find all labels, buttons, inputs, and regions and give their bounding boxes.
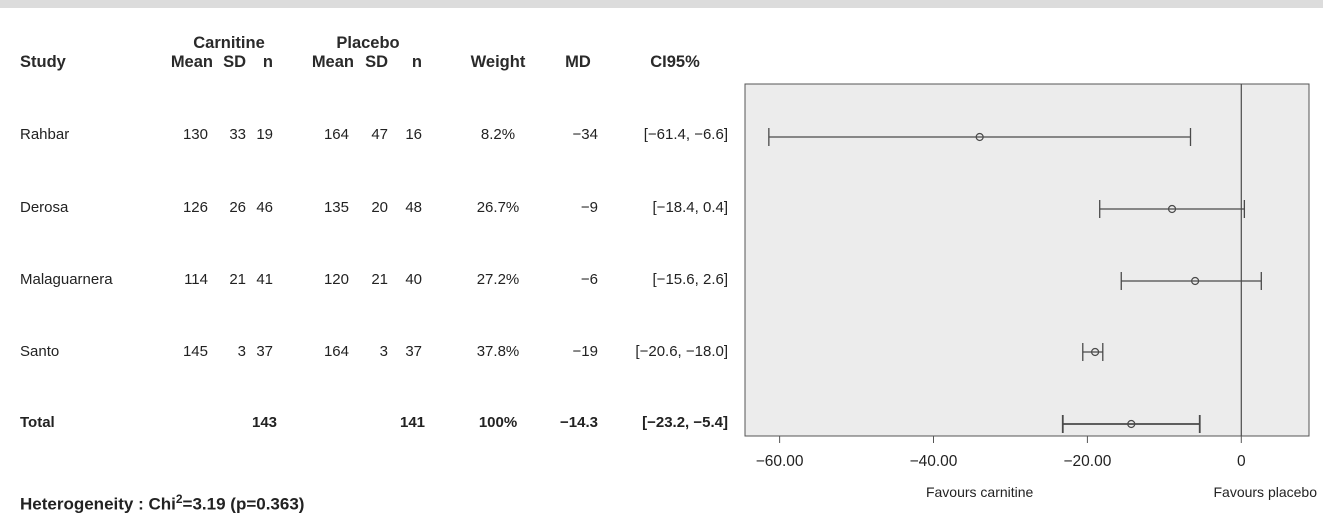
row-ci95: [−15.6, 2.6] <box>652 271 728 288</box>
header-carnitine-n: n <box>262 53 273 71</box>
total-placebo-n: 141 <box>400 414 426 431</box>
header-md: MD <box>565 53 591 71</box>
row-placebo-n: 37 <box>405 343 422 360</box>
row-weight: 37.8% <box>476 343 520 360</box>
x-tick-label: −40.00 <box>910 453 958 470</box>
row-placebo-mean: 164 <box>323 126 349 143</box>
header-placebo-n: n <box>411 53 422 71</box>
point-estimate <box>1127 419 1136 429</box>
row-placebo-n: 16 <box>405 126 422 143</box>
total-weight: 100% <box>478 414 518 431</box>
top-border <box>0 0 1323 8</box>
point-estimate <box>1191 276 1200 286</box>
row-study: Santo <box>20 343 60 360</box>
row-carnitine-n: 46 <box>256 199 273 216</box>
plot-panel <box>744 83 1310 437</box>
row-study: Rahbar <box>20 126 70 143</box>
row-placebo-n: 48 <box>405 199 422 216</box>
row-ci95: [−61.4, −6.6] <box>643 126 728 143</box>
x-tick-label: 0 <box>1237 453 1246 470</box>
row-carnitine-n: 41 <box>256 271 273 288</box>
heterogeneity-superscript: 2 <box>175 492 183 506</box>
header-placebo-mean: Mean <box>311 53 354 71</box>
row-md: −19 <box>572 343 598 360</box>
x-tick-label: −60.00 <box>756 453 804 470</box>
header-carnitine-sd: SD <box>223 53 246 71</box>
heterogeneity-label: Heterogeneity : Chi <box>20 494 176 514</box>
row-placebo-n: 40 <box>405 271 422 288</box>
heterogeneity-note: Heterogeneity : Chi2=3.19 (p=0.363) <box>20 488 304 516</box>
header-ci95: CI95% <box>650 53 700 71</box>
header-group-carnitine: Carnitine <box>193 34 265 52</box>
row-carnitine-n: 37 <box>256 343 273 360</box>
row-carnitine-n: 19 <box>256 126 273 143</box>
row-placebo-mean: 120 <box>323 271 349 288</box>
row-ci95: [−20.6, −18.0] <box>635 343 728 360</box>
row-carnitine-sd: 33 <box>229 126 246 143</box>
point-estimate <box>1090 347 1100 357</box>
row-weight: 8.2% <box>480 126 516 143</box>
point-estimate <box>975 132 984 142</box>
row-placebo-sd: 20 <box>371 199 388 216</box>
header-placebo-sd: SD <box>365 53 388 71</box>
x-tick-label: −20.00 <box>1063 453 1111 470</box>
header-study: Study <box>20 53 66 71</box>
row-weight: 26.7% <box>476 199 520 216</box>
row-md: −9 <box>580 199 598 216</box>
row-placebo-mean: 164 <box>323 343 349 360</box>
header-group-placebo: Placebo <box>336 34 400 52</box>
row-study: Malaguarnera <box>20 271 113 288</box>
total-carnitine-n: 143 <box>252 414 278 431</box>
row-md: −6 <box>580 271 598 288</box>
row-carnitine-mean: 126 <box>182 199 208 216</box>
row-weight: 27.2% <box>476 271 520 288</box>
row-carnitine-mean: 145 <box>182 343 208 360</box>
row-carnitine-mean: 130 <box>182 126 208 143</box>
header-weight: Weight <box>470 53 526 71</box>
total-md: −14.3 <box>560 414 598 431</box>
point-estimate <box>1167 204 1177 214</box>
row-placebo-sd: 3 <box>379 343 388 360</box>
row-carnitine-sd: 26 <box>229 199 246 216</box>
row-placebo-sd: 21 <box>371 271 388 288</box>
row-study: Derosa <box>20 199 69 216</box>
header-carnitine-mean: Mean <box>170 53 213 71</box>
row-carnitine-mean: 114 <box>184 271 208 288</box>
row-ci95: [−18.4, 0.4] <box>652 199 728 216</box>
row-carnitine-sd: 3 <box>237 343 246 360</box>
row-carnitine-sd: 21 <box>229 271 246 288</box>
heterogeneity-value: =3.19 (p=0.363) <box>182 494 305 514</box>
total-ci95: [−23.2, −5.4] <box>642 414 728 431</box>
favours-right-label: Favours placebo <box>1213 484 1317 500</box>
row-md: −34 <box>572 126 598 143</box>
favours-left-label: Favours carnitine <box>926 484 1034 500</box>
row-placebo-sd: 47 <box>371 126 388 143</box>
total-study: Total <box>20 414 55 431</box>
row-placebo-mean: 135 <box>323 199 349 216</box>
